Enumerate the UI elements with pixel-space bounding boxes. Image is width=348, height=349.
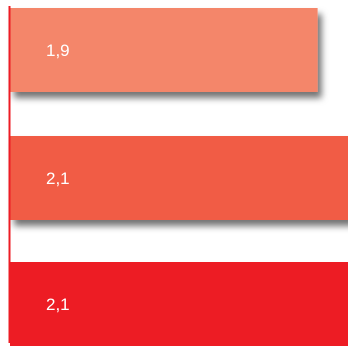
bar-1 <box>10 8 318 92</box>
bar-3-value-label: 2,1 <box>46 295 70 314</box>
bar-2 <box>10 136 348 220</box>
bar-3 <box>10 262 348 346</box>
bars-group: 1,9 2,1 2,1 <box>10 8 348 346</box>
bar-2-value-label: 2,1 <box>46 169 70 188</box>
bar-1-value-label: 1,9 <box>46 41 70 60</box>
